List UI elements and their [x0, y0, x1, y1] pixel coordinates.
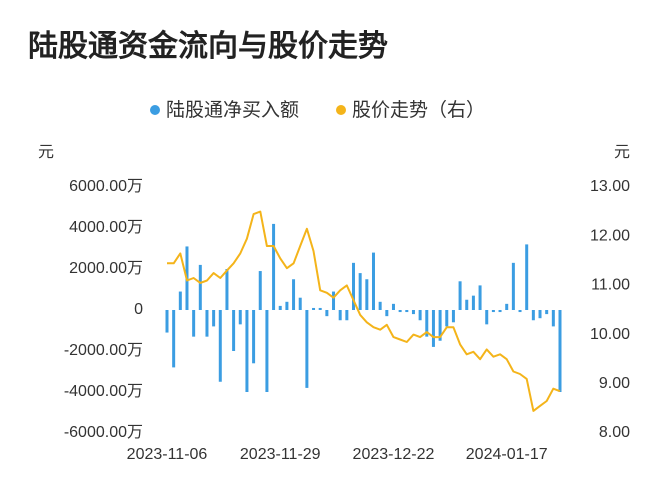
bar	[451, 310, 455, 323]
y2-tick-label: 8.00	[599, 424, 630, 441]
y-tick-label: 4000.00万	[69, 219, 143, 236]
bar	[312, 307, 316, 310]
bar	[491, 310, 495, 313]
bar	[365, 279, 369, 310]
bar	[498, 310, 502, 313]
y-axis-label: 元	[38, 144, 54, 161]
bar	[458, 281, 462, 310]
bar	[438, 310, 442, 341]
bar	[425, 310, 429, 337]
bar	[318, 307, 322, 310]
bar	[265, 310, 269, 392]
bar	[305, 310, 309, 388]
bar	[538, 310, 542, 319]
bar	[471, 295, 475, 310]
y2-tick-label: 13.00	[590, 178, 630, 195]
bar	[198, 264, 202, 310]
bar	[332, 291, 336, 310]
bar	[518, 310, 522, 313]
legend-label: 陆股通净买入额	[166, 99, 299, 121]
bar	[398, 310, 402, 313]
bar	[192, 310, 196, 337]
bar	[325, 310, 329, 317]
bar	[258, 271, 262, 310]
y-tick-label: 2000.00万	[69, 260, 143, 277]
chart-title: 陆股通资金流向与股价走势	[28, 29, 388, 63]
legend-label: 股价走势（右）	[352, 99, 485, 121]
legend-marker	[150, 105, 160, 115]
bar	[391, 303, 395, 310]
bar	[411, 310, 415, 315]
bar	[165, 310, 169, 333]
bar	[478, 285, 482, 310]
bar	[545, 310, 549, 315]
y2-tick-label: 11.00	[591, 277, 630, 294]
y2-tick-label: 9.00	[599, 375, 630, 392]
bar	[352, 262, 356, 310]
y-tick-label: 6000.00万	[69, 178, 143, 195]
bar	[551, 310, 555, 327]
bar	[371, 252, 375, 310]
x-tick-label: 2023-11-29	[240, 446, 321, 463]
bar	[218, 310, 222, 382]
bar	[405, 310, 409, 313]
bar	[418, 310, 422, 321]
bar	[345, 310, 349, 321]
bar	[245, 310, 249, 392]
bar	[485, 310, 489, 325]
bar	[238, 310, 242, 325]
bar	[205, 310, 209, 337]
bar	[285, 301, 289, 310]
bar	[178, 291, 182, 310]
bar	[525, 244, 529, 310]
bar	[252, 310, 256, 364]
y-tick-label: -2000.00万	[64, 342, 143, 359]
bar	[445, 310, 449, 327]
bar	[431, 310, 435, 347]
y2-axis-label: 元	[614, 144, 630, 161]
y-tick-label: -4000.00万	[64, 383, 143, 400]
y2-tick-label: 10.00	[590, 326, 630, 343]
bar	[232, 310, 236, 351]
bar	[278, 305, 282, 310]
y-tick-label: -6000.00万	[64, 424, 143, 441]
bar	[172, 310, 176, 368]
bar	[358, 273, 362, 310]
bar	[531, 310, 535, 321]
bar	[212, 310, 216, 327]
bar	[298, 297, 302, 310]
y-tick-label: 0	[134, 301, 143, 318]
bar	[558, 310, 562, 392]
bar	[385, 310, 389, 317]
x-tick-label: 2023-12-22	[353, 446, 435, 463]
price-line	[167, 210, 561, 412]
bar	[465, 299, 469, 310]
y2-tick-label: 12.00	[590, 227, 630, 244]
bar	[225, 269, 229, 310]
bar	[292, 279, 296, 310]
x-tick-label: 2024-01-17	[466, 446, 548, 463]
bar	[272, 223, 276, 310]
bar	[338, 310, 342, 321]
bar	[511, 262, 515, 310]
bar	[505, 303, 509, 310]
bar	[378, 301, 382, 310]
legend-marker	[336, 105, 346, 115]
x-tick-label: 2023-11-06	[127, 446, 208, 463]
